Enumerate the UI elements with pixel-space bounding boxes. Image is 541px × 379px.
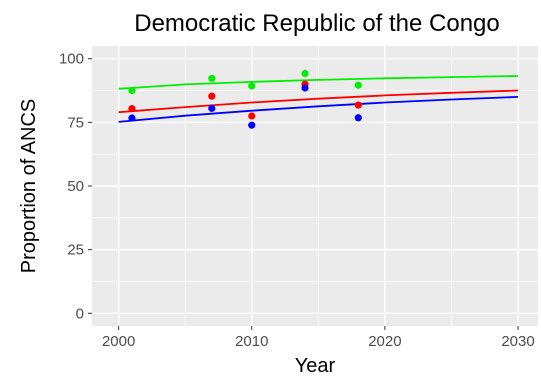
trend-line bbox=[118, 96, 519, 123]
data-point bbox=[301, 84, 309, 92]
x-tick-label: 2000 bbox=[102, 333, 135, 350]
major-gridlines bbox=[92, 46, 538, 326]
x-axis: 2000 2010 2020 2030 bbox=[102, 326, 535, 350]
data-point bbox=[208, 74, 216, 82]
trend-line bbox=[118, 75, 519, 90]
data-point bbox=[128, 105, 136, 113]
x-tick-label: 2020 bbox=[368, 333, 401, 350]
y-tick-label: 50 bbox=[67, 178, 84, 195]
y-tick-label: 25 bbox=[67, 242, 84, 259]
x-axis-title: Year bbox=[295, 355, 336, 377]
data-point bbox=[354, 101, 362, 109]
data-point bbox=[208, 104, 216, 112]
x-tick-label: 2010 bbox=[235, 333, 268, 350]
y-tick-label: 75 bbox=[67, 114, 84, 131]
data-point bbox=[354, 81, 362, 89]
chart-title: Democratic Republic of the Congo bbox=[134, 10, 500, 37]
data-point bbox=[208, 92, 216, 100]
x-tick-label: 2030 bbox=[501, 333, 534, 350]
data-point bbox=[128, 86, 136, 95]
trend-lines bbox=[118, 75, 519, 123]
data-point bbox=[128, 114, 136, 122]
data-points bbox=[128, 69, 362, 129]
trend-line bbox=[118, 89, 519, 114]
y-tick-label: 100 bbox=[59, 51, 84, 68]
data-point bbox=[354, 114, 362, 122]
y-axis: 0 25 50 75 100 bbox=[59, 51, 92, 322]
data-point bbox=[301, 69, 309, 78]
data-point bbox=[248, 121, 256, 129]
y-axis-title: Proportion of ANCS bbox=[18, 99, 40, 274]
data-point bbox=[248, 82, 256, 90]
y-tick-label: 0 bbox=[76, 305, 84, 322]
data-point bbox=[248, 112, 256, 120]
